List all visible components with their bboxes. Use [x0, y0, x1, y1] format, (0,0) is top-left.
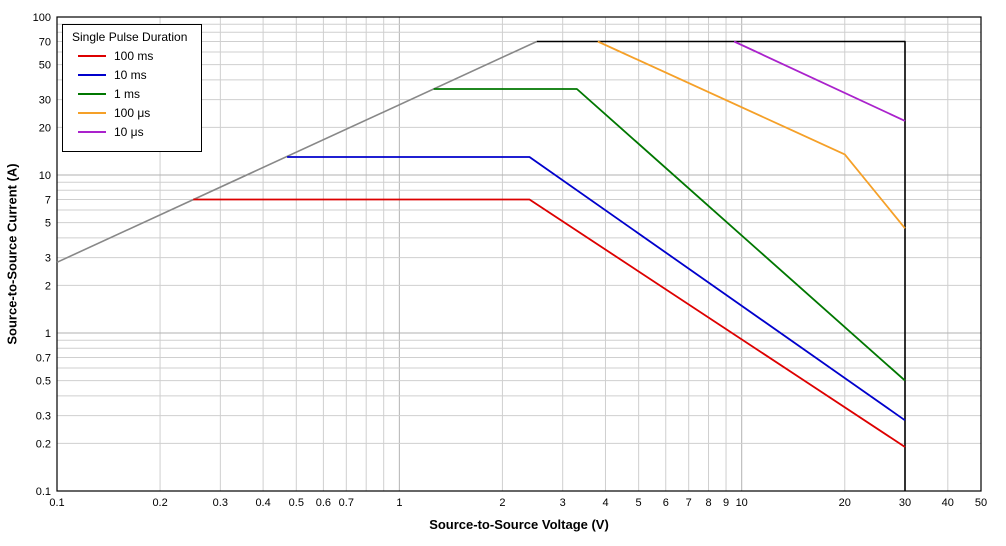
x-tick-label: 6 [663, 497, 669, 509]
series-10-ms [287, 156, 906, 422]
legend-title: Single Pulse Duration [72, 30, 188, 44]
x-tick-label: 30 [899, 497, 911, 509]
y-tick-label: 20 [39, 122, 51, 134]
x-tick-label: 0.5 [289, 497, 304, 509]
legend-swatch [78, 55, 106, 57]
x-tick-label: 0.4 [255, 497, 270, 509]
x-tick-label: 4 [602, 497, 608, 509]
series-1-ms [433, 88, 906, 382]
x-tick-label: 0.2 [152, 497, 167, 509]
legend-item: 10 ms [78, 68, 187, 82]
legend-label: 10 ms [114, 68, 147, 82]
legend-label: 100 μs [114, 106, 151, 120]
legend-label: 10 μs [114, 125, 144, 139]
y-tick-label: 100 [33, 12, 51, 24]
x-tick-label: 1 [396, 497, 402, 509]
y-tick-label: 0.1 [36, 486, 51, 498]
y-tick-label: 1 [45, 328, 51, 340]
series-100-ms [193, 198, 906, 448]
legend-item: 10 μs [78, 125, 187, 139]
x-tick-label: 0.3 [213, 497, 228, 509]
legend-swatch [78, 93, 106, 95]
legend: Single Pulse Duration 100 ms 10 ms 1 ms 100… [62, 24, 203, 152]
y-tick-label: 7 [45, 195, 51, 207]
legend-item: 100 μs [78, 106, 187, 120]
x-tick-label: 2 [499, 497, 505, 509]
x-tick-labels: 0.1 0.2 0.3 0.4 0.5 0.6 0.7 1 2 3 4 5 6 7 8 9 10 20 30 40 50 [49, 497, 987, 509]
legend-item: 100 ms [78, 49, 187, 63]
series-100-μs [597, 40, 906, 229]
y-tick-label: 2 [45, 280, 51, 292]
x-tick-label: 0.7 [339, 497, 354, 509]
legend-swatch [78, 74, 106, 76]
legend-item: 1 ms [78, 87, 187, 101]
x-tick-label: 8 [705, 497, 711, 509]
y-tick-labels: 0.1 0.2 0.3 0.5 0.7 1 2 3 5 7 10 20 30 50 70 100 [33, 12, 51, 498]
plot-border [56, 16, 982, 492]
x-tick-label: 3 [560, 497, 566, 509]
x-tick-label: 0.1 [49, 497, 64, 509]
y-tick-label: 5 [45, 218, 51, 230]
y-tick-label: 70 [39, 37, 51, 49]
legend-swatch [78, 112, 106, 114]
y-tick-label: 50 [39, 60, 51, 72]
y-tick-label: 0.3 [36, 411, 51, 423]
x-tick-label: 10 [736, 497, 748, 509]
x-tick-label: 20 [839, 497, 851, 509]
legend-label: 1 ms [114, 87, 141, 101]
series-10-μs [733, 40, 906, 122]
x-axis-title: Source-to-Source Voltage (V) [429, 517, 609, 532]
y-axis-title: Source-to-Source Current (A) [4, 163, 20, 345]
boundary-rdson-limit [56, 40, 538, 264]
x-tick-label: 5 [636, 497, 642, 509]
y-tick-label: 0.2 [36, 438, 51, 450]
y-tick-label: 0.7 [36, 353, 51, 365]
legend-label: 100 ms [114, 49, 154, 63]
y-tick-label: 30 [39, 95, 51, 107]
boundary-max-current-limit [536, 40, 906, 491]
legend-items: 100 ms 10 ms 1 ms 100 μs 10 μs [72, 49, 187, 139]
y-tick-label: 10 [39, 170, 51, 182]
x-tick-label: 7 [686, 497, 692, 509]
y-tick-label: 3 [45, 253, 51, 265]
x-tick-label: 0.6 [316, 497, 331, 509]
y-tick-label: 0.5 [36, 376, 51, 388]
x-tick-label: 9 [723, 497, 729, 509]
x-tick-label: 50 [975, 497, 987, 509]
legend-swatch [78, 131, 106, 133]
x-tick-label: 40 [942, 497, 954, 509]
